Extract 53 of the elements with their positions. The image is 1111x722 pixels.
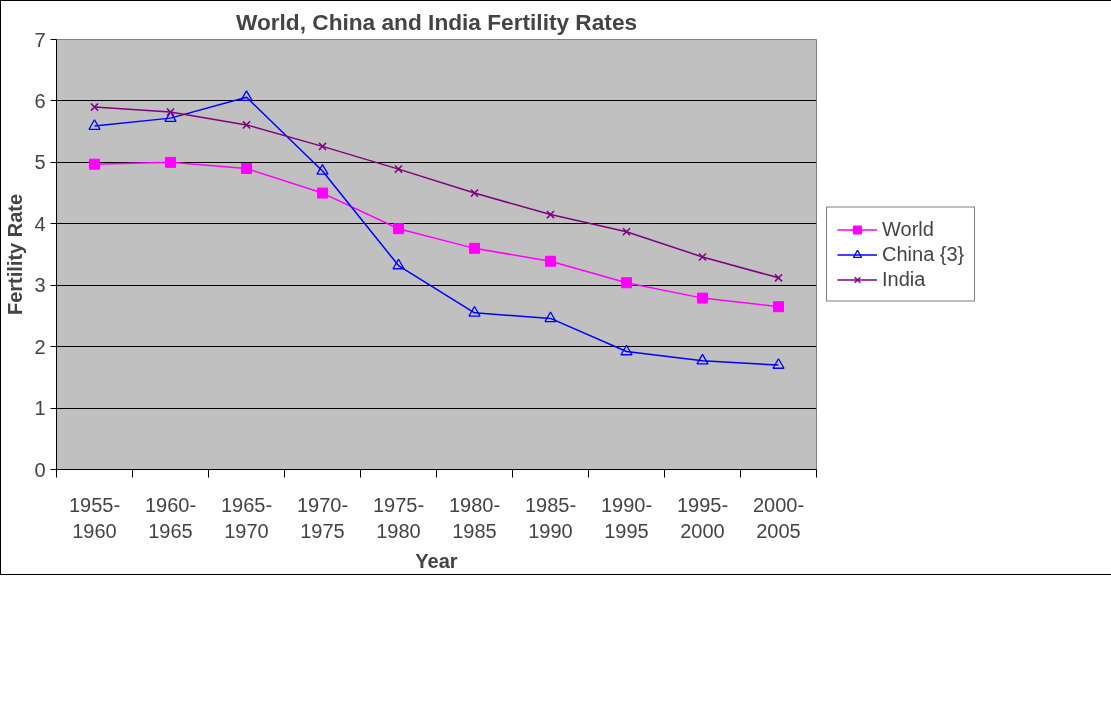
point — [545, 255, 556, 267]
point — [774, 273, 783, 283]
x-tick-label: 1985- 1990 — [524, 493, 577, 542]
point — [470, 188, 479, 198]
y-tick-label: 7 — [34, 28, 46, 51]
x-tick-label: 1970- 1975 — [296, 493, 349, 542]
point — [394, 164, 403, 174]
x-tick-label: 1980- 1985 — [448, 493, 501, 542]
point — [620, 344, 633, 356]
y-tick-label: 5 — [34, 151, 46, 174]
point — [469, 242, 480, 254]
point — [622, 227, 631, 237]
legend-label: World — [882, 217, 934, 241]
point — [89, 158, 100, 170]
point — [316, 163, 329, 175]
point — [242, 120, 251, 130]
point — [393, 223, 404, 235]
point — [544, 311, 557, 323]
y-tick-label: 0 — [34, 458, 46, 481]
point — [166, 107, 175, 117]
point — [697, 292, 708, 304]
point — [696, 353, 709, 365]
x-tick-label: 1965- 1970 — [220, 493, 273, 542]
point — [621, 277, 632, 289]
y-axis-title: Fertility Rate — [4, 193, 27, 316]
point — [318, 142, 327, 151]
point — [241, 163, 252, 174]
point — [698, 252, 707, 262]
x-axis-title: Year — [415, 549, 458, 572]
legend-label: India — [882, 267, 926, 291]
x-tick-label: 2000- 2005 — [752, 493, 805, 542]
point — [772, 358, 785, 369]
point — [165, 156, 176, 168]
point — [773, 301, 784, 313]
x-tick-label: 1995- 2000 — [676, 493, 729, 542]
point — [88, 119, 101, 130]
x-tick-label: 1990- 1995 — [600, 493, 653, 542]
chart-title: World, China and India Fertility Rates — [235, 8, 638, 35]
legend-label: China {3} — [882, 242, 965, 266]
point — [546, 210, 555, 219]
point — [90, 102, 99, 112]
y-tick-label: 6 — [34, 89, 46, 112]
point — [317, 187, 328, 199]
y-tick-label: 1 — [34, 397, 46, 420]
y-tick-label: 4 — [34, 212, 46, 235]
y-tick-label: 2 — [34, 335, 46, 358]
point — [240, 90, 253, 102]
x-tick-label: 1975- 1980 — [372, 493, 425, 542]
x-tick-label: 1960- 1965 — [144, 493, 197, 542]
point — [392, 258, 405, 270]
point — [468, 305, 481, 317]
x-tick-label: 1955- 1960 — [68, 493, 121, 542]
y-tick-label: 3 — [34, 274, 46, 297]
